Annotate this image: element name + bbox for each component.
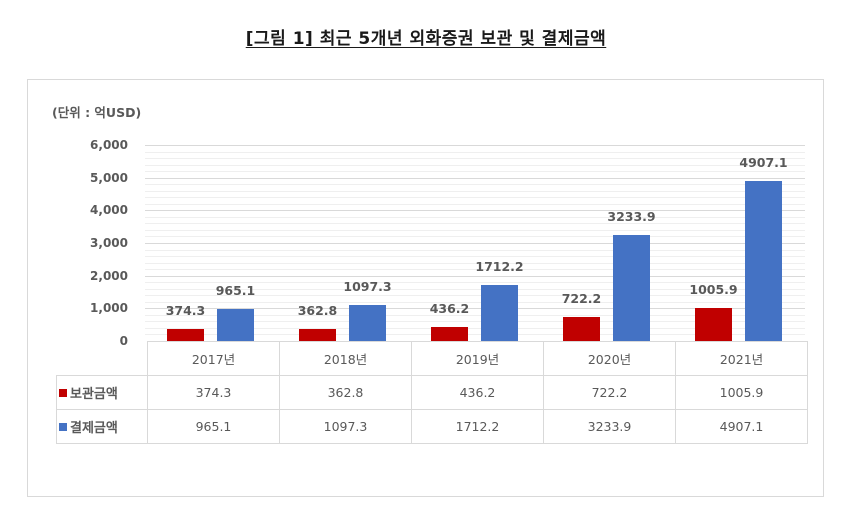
- minor-gridline: [145, 250, 805, 251]
- y-tick-label: 2,000: [90, 268, 128, 283]
- major-gridline: [145, 145, 805, 146]
- unit-label: (단위 : 억USD): [52, 105, 142, 120]
- table-header-cell: 2019년: [411, 341, 544, 376]
- table-header-cell: 2020년: [543, 341, 676, 376]
- legend-cell-custody: 보관금액: [56, 375, 148, 410]
- minor-gridline: [145, 158, 805, 159]
- minor-gridline: [145, 223, 805, 224]
- minor-gridline: [145, 282, 805, 283]
- data-label: 1097.3: [343, 279, 392, 295]
- bar-custody: [563, 317, 600, 341]
- data-label: 3233.9: [607, 209, 656, 225]
- legend-swatch-red-icon: [59, 389, 67, 397]
- minor-gridline: [145, 269, 805, 270]
- table-header-cell: 2021년: [675, 341, 808, 376]
- bar-settlement: [481, 285, 518, 341]
- table-cell: 1005.9: [675, 375, 808, 410]
- minor-gridline: [145, 295, 805, 296]
- minor-gridline: [145, 334, 805, 335]
- table-header-row: 2017년 2018년 2019년 2020년 2021년: [56, 341, 808, 376]
- data-table: 2017년 2018년 2019년 2020년 2021년 보관금액 374.3…: [56, 341, 808, 444]
- bar-custody: [167, 328, 204, 341]
- table-cell: 722.2: [543, 375, 676, 410]
- minor-gridline: [145, 204, 805, 205]
- table-cell: 436.2: [411, 375, 544, 410]
- minor-gridline: [145, 217, 805, 218]
- table-cell: 4907.1: [675, 409, 808, 444]
- bar-settlement: [613, 235, 650, 341]
- y-tick-label: 4,000: [90, 203, 128, 218]
- major-gridline: [145, 178, 805, 179]
- legend-swatch-blue-icon: [59, 423, 67, 431]
- y-tick-label: 3,000: [90, 236, 128, 250]
- table-header-cell: 2017년: [147, 341, 280, 376]
- data-label: 374.3: [165, 302, 206, 318]
- table-cell: 374.3: [147, 375, 280, 410]
- minor-gridline: [145, 165, 805, 166]
- table-corner: [56, 341, 148, 376]
- y-tick-label: 1,000: [90, 301, 128, 316]
- data-label: 965.1: [215, 283, 256, 299]
- bar-settlement: [349, 305, 386, 341]
- minor-gridline: [145, 289, 805, 290]
- minor-gridline: [145, 236, 805, 237]
- major-gridline: [145, 308, 805, 309]
- y-tick-label: 0: [119, 334, 128, 348]
- table-header-cell: 2018년: [279, 341, 412, 376]
- minor-gridline: [145, 256, 805, 257]
- y-tick-label: 5,000: [90, 170, 128, 185]
- data-label: 1005.9: [689, 282, 738, 298]
- bar-custody: [695, 308, 732, 341]
- major-gridline: [145, 210, 805, 211]
- data-label: 436.2: [429, 300, 470, 316]
- minor-gridline: [145, 302, 805, 303]
- row-label: 보관금액: [70, 387, 118, 402]
- data-label: 362.8: [297, 303, 338, 319]
- minor-gridline: [145, 152, 805, 153]
- minor-gridline: [145, 191, 805, 192]
- minor-gridline: [145, 263, 805, 264]
- legend-cell-settlement: 결제금액: [56, 409, 148, 444]
- y-tick-label: 6,000: [90, 138, 128, 152]
- table-cell: 362.8: [279, 375, 412, 410]
- table-cell: 965.1: [147, 409, 280, 444]
- table-row: 결제금액 965.1 1097.3 1712.2 3233.9 4907.1: [56, 409, 808, 444]
- data-label: 722.2: [561, 291, 602, 307]
- bar-custody: [431, 326, 468, 341]
- data-label: 1712.2: [475, 259, 524, 275]
- bar-settlement: [745, 180, 782, 341]
- minor-gridline: [145, 328, 805, 329]
- minor-gridline: [145, 171, 805, 172]
- bar-settlement: [217, 309, 254, 341]
- minor-gridline: [145, 197, 805, 198]
- figure-title: [그림 1] 최근 5개년 외화증권 보관 및 결제금액: [245, 29, 607, 49]
- major-gridline: [145, 276, 805, 277]
- table-cell: 1712.2: [411, 409, 544, 444]
- minor-gridline: [145, 321, 805, 322]
- minor-gridline: [145, 230, 805, 231]
- major-gridline: [145, 243, 805, 244]
- data-label: 4907.1: [739, 154, 788, 170]
- minor-gridline: [145, 184, 805, 185]
- bar-custody: [299, 329, 336, 341]
- minor-gridline: [145, 315, 805, 316]
- table-cell: 1097.3: [279, 409, 412, 444]
- chart-frame: [27, 79, 824, 497]
- table-cell: 3233.9: [543, 409, 676, 444]
- table-row: 보관금액 374.3 362.8 436.2 722.2 1005.9: [56, 375, 808, 410]
- row-label: 결제금액: [70, 421, 118, 436]
